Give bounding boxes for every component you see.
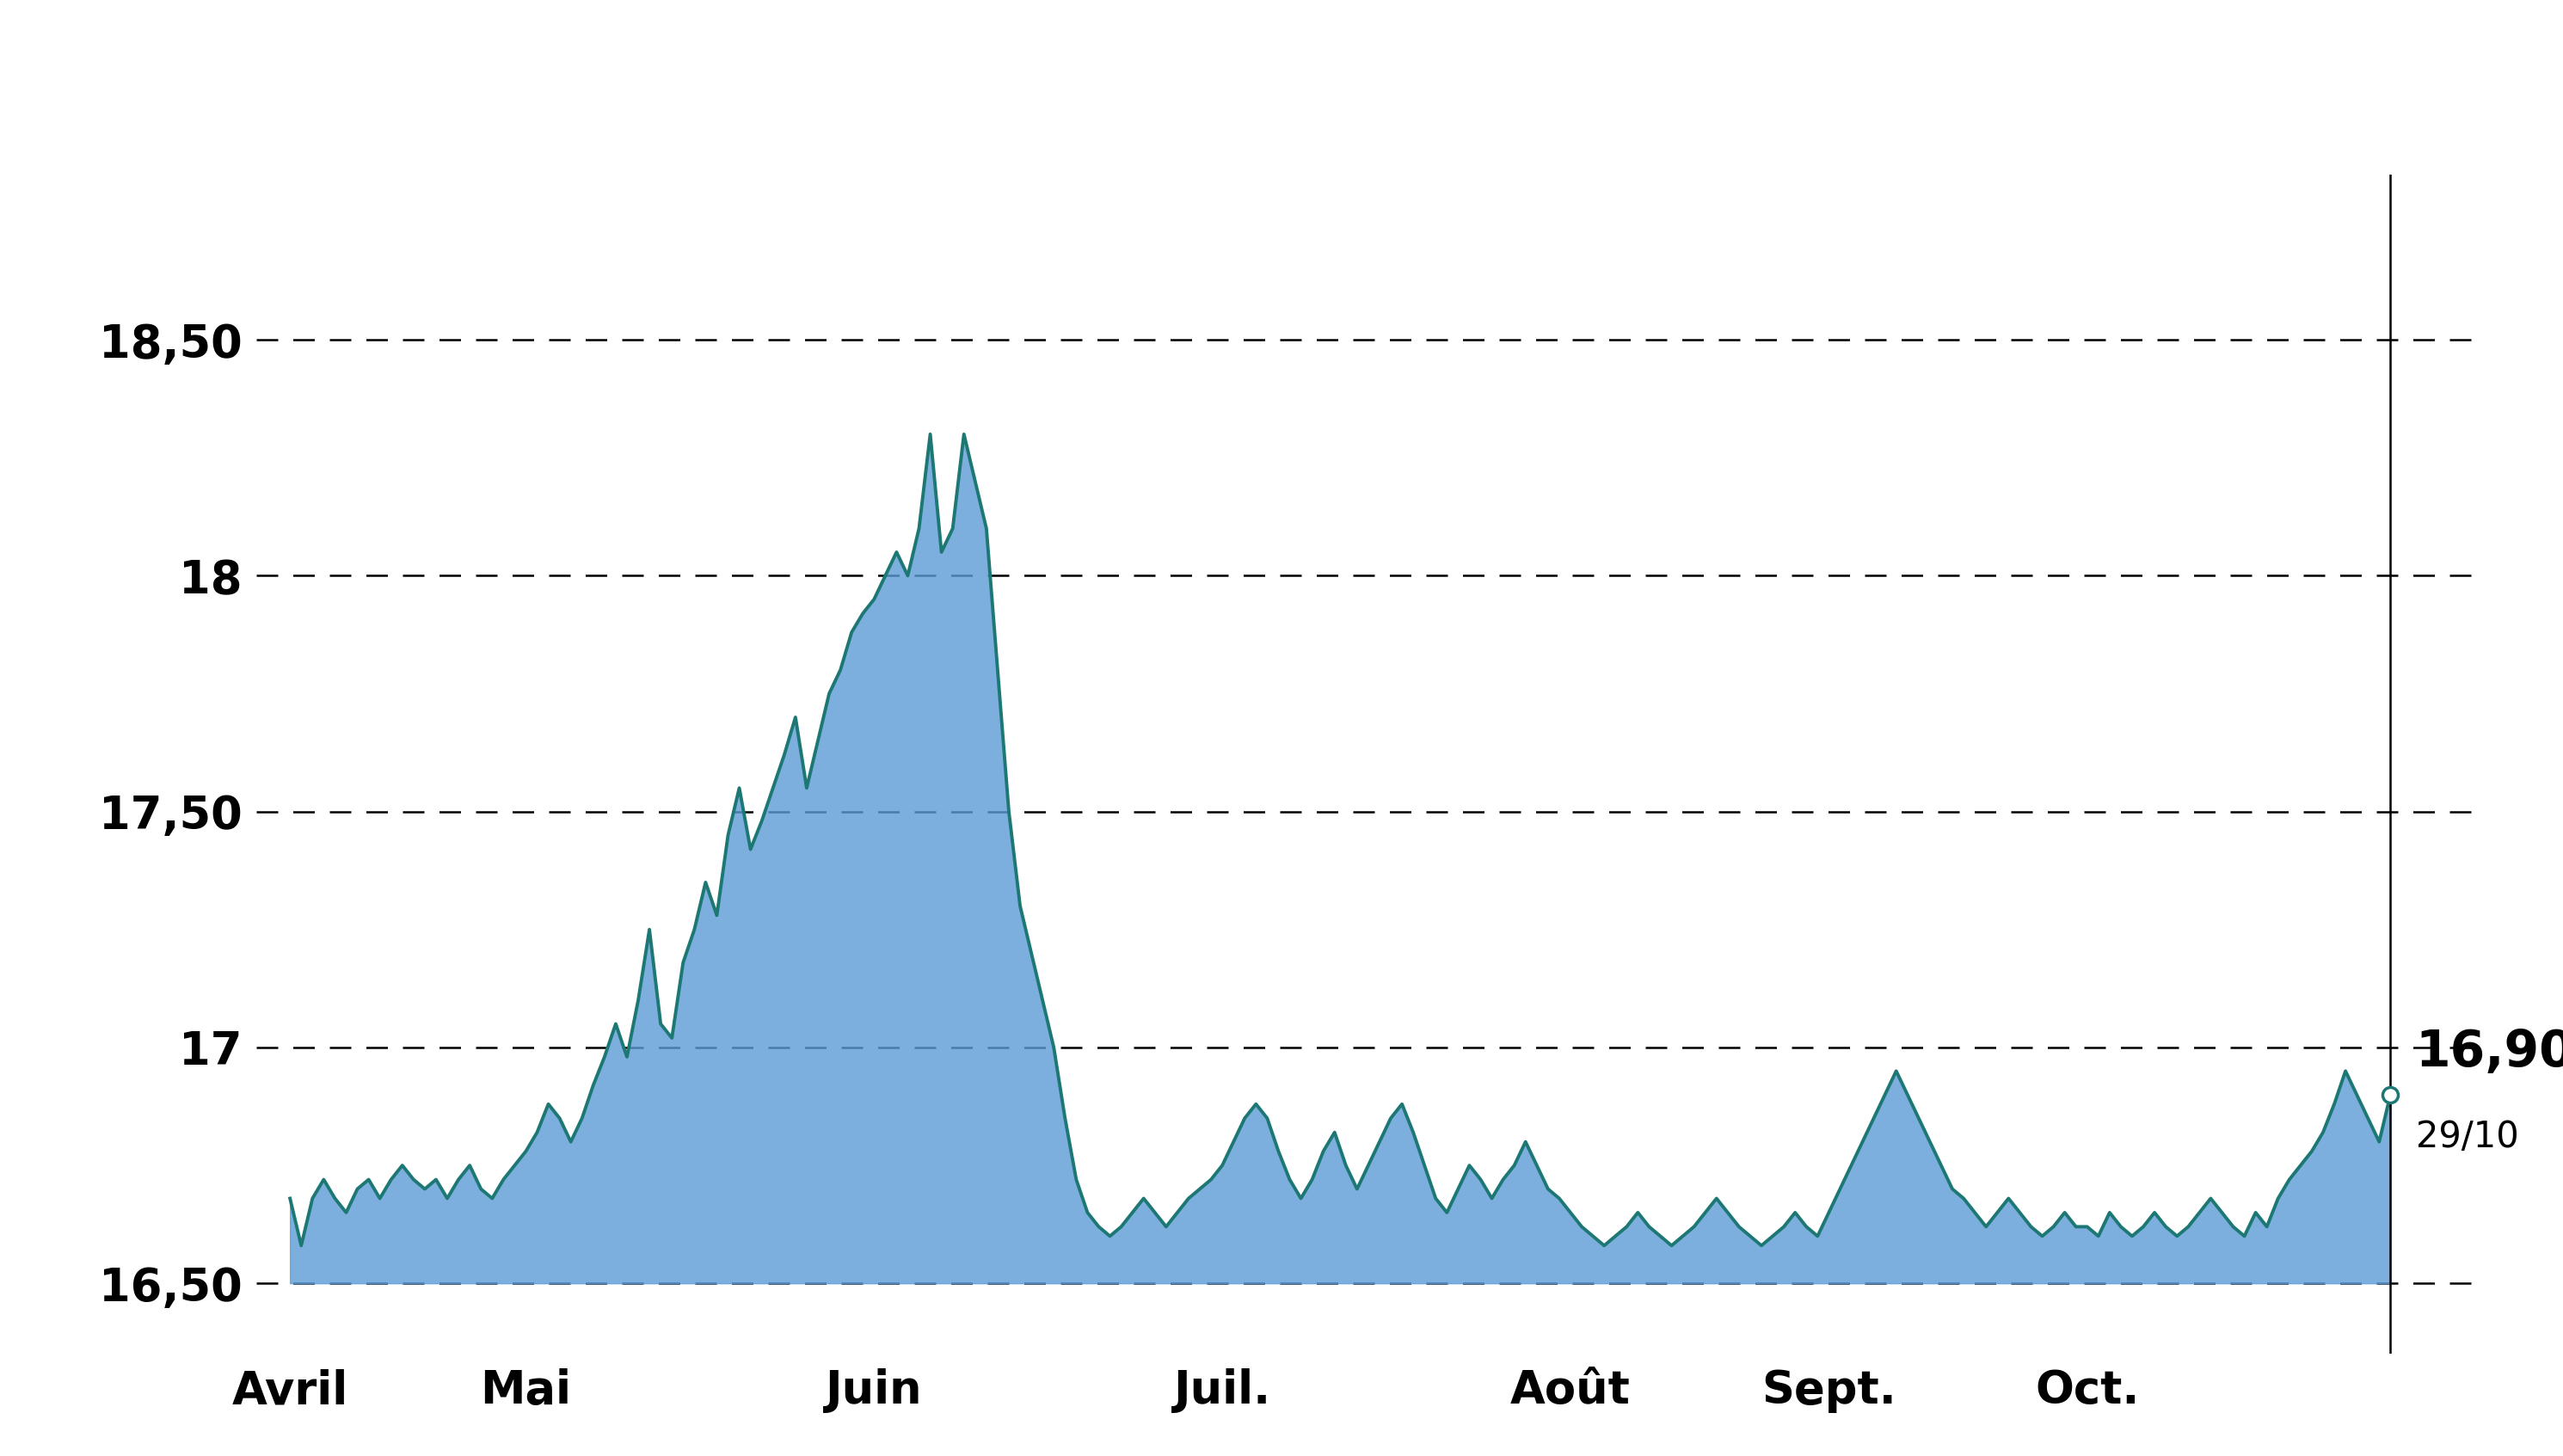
Text: Hamburger Hafen und Logistik AG: Hamburger Hafen und Logistik AG xyxy=(451,42,2112,125)
Text: 29/10: 29/10 xyxy=(2417,1120,2519,1155)
Text: 16,90: 16,90 xyxy=(2417,1028,2563,1076)
